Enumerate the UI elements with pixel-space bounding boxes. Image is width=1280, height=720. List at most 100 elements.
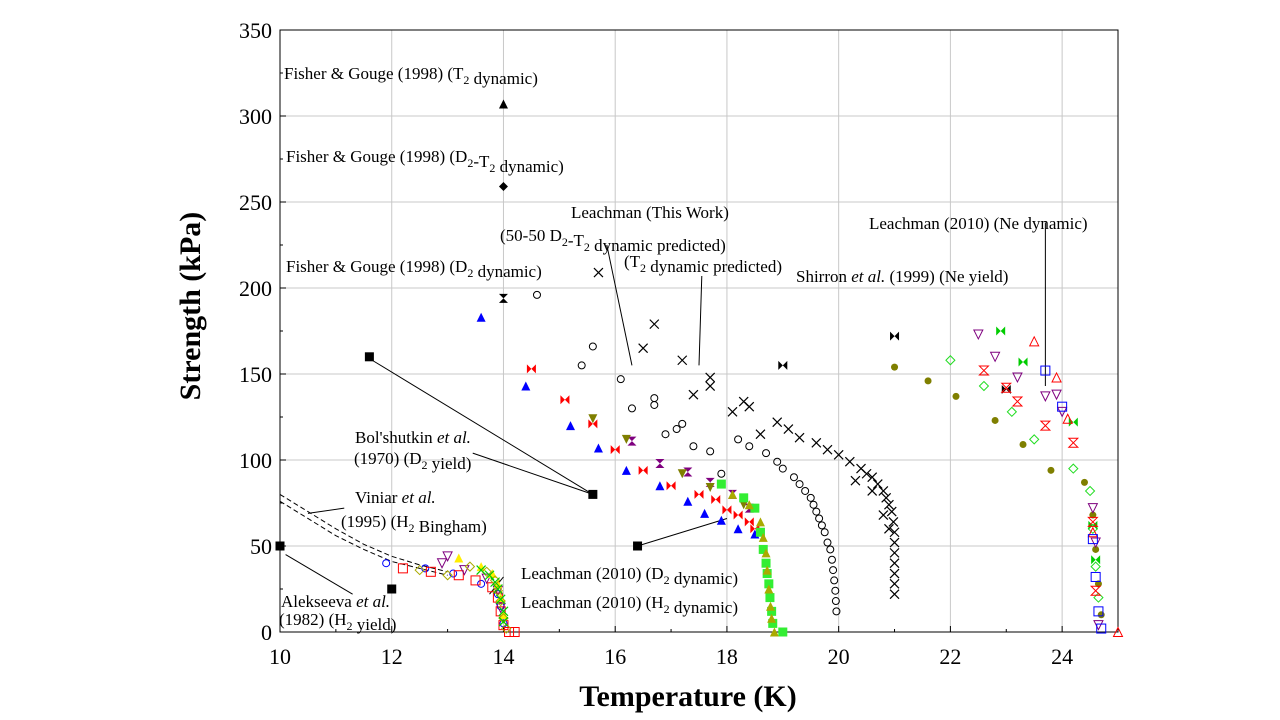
annotation-ale2: (1982) (H2 yield): [279, 610, 396, 634]
viniar-bingham-curve: [279, 500, 448, 576]
data-point: [588, 489, 598, 499]
x-tick-label: 14: [492, 644, 514, 669]
data-point: [476, 565, 487, 576]
data-point: [382, 559, 391, 568]
data-point: [593, 267, 604, 278]
data-point: [768, 618, 778, 628]
data-point: [1012, 372, 1023, 384]
data-point: [889, 568, 900, 579]
annotation-leaders: [285, 222, 1046, 595]
data-point: [532, 290, 541, 299]
data-point: [588, 414, 598, 424]
data-point: [1112, 626, 1124, 637]
annotation-ne_dyn: Leachman (2010) (Ne dynamic): [869, 214, 1088, 233]
data-point: [795, 480, 804, 489]
leader-line: [307, 507, 345, 514]
data-point: [867, 472, 878, 483]
y-axis-label: Strength (kPa): [174, 212, 207, 401]
data-point: [566, 421, 576, 431]
data-point: [733, 524, 743, 534]
data-point: [1018, 357, 1028, 367]
data-point: [767, 613, 777, 623]
plot-frame: [279, 29, 1119, 633]
data-point: [889, 578, 900, 589]
data-point: [397, 563, 408, 574]
data-point: [820, 528, 829, 537]
data-point: [1090, 561, 1101, 572]
data-point: [425, 566, 436, 577]
y-tick-label: 300: [239, 104, 272, 129]
data-point: [1011, 396, 1024, 407]
data-point: [890, 331, 900, 341]
data-point: [823, 538, 832, 547]
data-point: [477, 579, 486, 588]
data-point: [1094, 580, 1102, 588]
data-point: [521, 381, 531, 391]
data-point: [745, 442, 754, 451]
data-point: [778, 360, 788, 370]
data-point: [666, 481, 676, 491]
data-point: [1097, 611, 1105, 619]
data-point: [889, 537, 900, 548]
data-point: [655, 481, 665, 491]
data-point: [996, 326, 1006, 336]
data-point: [705, 483, 715, 493]
annotation-lw2: (50-50 D2-T2 dynamic predicted): [500, 226, 726, 255]
data-point: [809, 500, 818, 509]
data-point: [889, 547, 900, 558]
data-point: [755, 517, 765, 527]
data-point: [711, 495, 721, 505]
data-point: [806, 493, 815, 502]
leader-line: [285, 554, 353, 595]
data-point: [1047, 466, 1055, 474]
annotation-ale1: Alekseeva et al.: [281, 592, 390, 611]
data-point: [1040, 365, 1051, 376]
data-point: [495, 602, 506, 614]
data-point: [1089, 511, 1097, 519]
data-point: [830, 576, 839, 585]
data-point: [476, 562, 486, 572]
leader-line: [637, 518, 728, 547]
x-axis-label: Temperature (K): [579, 680, 796, 713]
data-point: [769, 627, 779, 637]
data-point: [1080, 478, 1088, 486]
data-point: [952, 392, 960, 400]
data-point: [683, 496, 693, 506]
annotation-lw1: Leachman (This Work): [571, 203, 729, 222]
data-point: [694, 489, 704, 499]
data-point: [495, 595, 506, 607]
data-point: [1006, 406, 1018, 418]
leader-line: [371, 359, 594, 495]
data-point: [1051, 389, 1062, 401]
data-point: [945, 355, 956, 366]
data-point: [526, 364, 536, 374]
data-point: [688, 389, 699, 400]
data-point: [275, 541, 285, 551]
data-point: [1062, 413, 1074, 424]
data-point: [815, 514, 824, 523]
data-point: [750, 503, 760, 513]
viniar-curves: [279, 493, 448, 576]
data-point: [649, 319, 660, 330]
data-point: [498, 606, 509, 617]
leader-line: [698, 275, 703, 366]
data-point: [758, 544, 768, 554]
data-point: [762, 449, 771, 458]
data-point: [764, 579, 774, 589]
data-point: [829, 566, 838, 575]
data-point: [1087, 516, 1099, 527]
data-point: [831, 597, 840, 606]
data-point: [727, 406, 738, 417]
data-point: [758, 532, 768, 542]
data-point: [1093, 592, 1104, 603]
data-point: [498, 99, 508, 109]
data-point: [610, 445, 620, 455]
y-tick-label: 0: [261, 620, 272, 645]
data-point: [706, 447, 715, 456]
data-point: [811, 437, 822, 448]
data-point: [492, 584, 503, 594]
data-point: [878, 510, 889, 520]
data-point: [593, 443, 603, 453]
data-point: [454, 553, 464, 563]
data-point: [484, 570, 495, 581]
